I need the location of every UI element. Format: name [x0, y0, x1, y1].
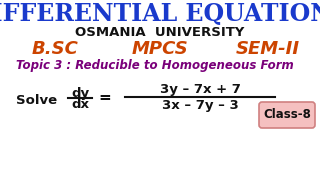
Text: dx: dx	[71, 98, 89, 111]
Text: DIFFERENTIAL EQUATIONS: DIFFERENTIAL EQUATIONS	[0, 2, 320, 26]
Text: Class-8: Class-8	[263, 109, 311, 122]
Text: MPCS: MPCS	[132, 40, 188, 58]
Text: =: =	[99, 91, 111, 105]
Text: SEM-II: SEM-II	[236, 40, 300, 58]
Text: Topic 3 : Reducible to Homogeneous Form: Topic 3 : Reducible to Homogeneous Form	[16, 58, 294, 71]
Text: Solve: Solve	[16, 93, 58, 107]
Text: 3y – 7x + 7: 3y – 7x + 7	[160, 84, 240, 96]
FancyBboxPatch shape	[259, 102, 315, 128]
Text: B.SC: B.SC	[32, 40, 78, 58]
Text: 3x – 7y – 3: 3x – 7y – 3	[162, 98, 238, 111]
Text: OSMANIA  UNIVERSITY: OSMANIA UNIVERSITY	[75, 26, 245, 39]
Text: dy: dy	[71, 87, 89, 100]
